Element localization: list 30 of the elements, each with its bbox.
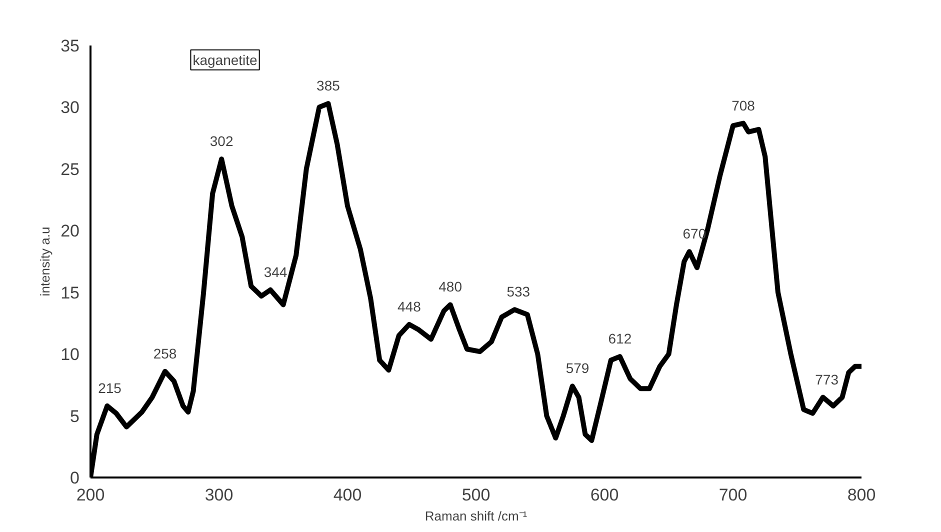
x-tick-label: 400 [333,486,362,504]
x-tick-label: 200 [76,486,105,504]
annotation: 533 [506,284,530,300]
annotation: 612 [608,330,632,347]
y-tick-label: 20 [60,222,80,241]
annotation: 480 [438,278,462,295]
y-tick-label: 5 [70,406,80,426]
x-tick-label: 300 [204,486,234,504]
annotation: 302 [210,133,234,150]
y-axis-title: intensity a.u [38,226,53,296]
annotation: 579 [566,360,590,376]
annotation: 215 [98,380,122,396]
x-tick-label: 500 [462,486,490,504]
annotation: kaganetite [192,52,258,68]
x-axis-title: Raman shift /cm⁻¹ [424,508,528,524]
annotation: 448 [398,298,422,314]
y-tick-label: 0 [70,468,80,488]
x-tick-label: 800 [847,486,876,504]
x-tick-label: 600 [590,486,619,504]
annotation: 344 [264,264,288,280]
x-tick-label: 700 [718,486,748,504]
y-tick-label: 15 [60,283,80,302]
annotation: 708 [732,97,756,114]
y-tick-label: 25 [60,160,80,179]
y-tick-label: 10 [60,345,80,364]
annotation: 258 [153,345,177,362]
y-tick-label: 35 [60,36,80,56]
y-tick-label: 30 [60,98,80,118]
annotation: 385 [316,78,340,94]
annotation: 773 [815,371,839,388]
